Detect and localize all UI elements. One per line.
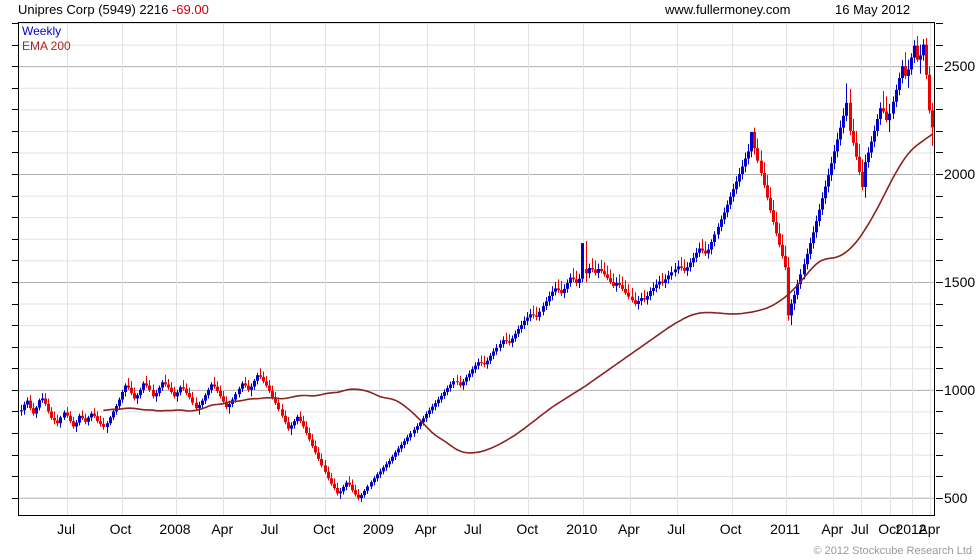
y-axis-tick (936, 174, 943, 176)
y-axis-tick (936, 109, 943, 111)
y-axis-tick (12, 497, 18, 499)
y-axis-tick (936, 195, 943, 197)
x-axis-label: Apr (618, 521, 640, 537)
y-axis-tick (936, 260, 943, 262)
y-axis-label: 1000 (944, 381, 976, 398)
y-axis-tick (12, 476, 18, 478)
y-axis-tick (936, 346, 943, 348)
y-axis-tick (936, 497, 943, 499)
y-axis-tick (936, 476, 943, 478)
y-axis-tick (936, 303, 943, 305)
y-axis-tick (12, 66, 18, 68)
x-axis-label: 2011 (770, 521, 801, 537)
y-axis-tick (12, 152, 18, 154)
y-axis-tick (12, 303, 18, 305)
chart-title: Unipres Corp (5949) 2216 -69.00 (18, 2, 209, 17)
y-axis-tick (12, 346, 18, 348)
y-axis-tick (12, 260, 18, 262)
y-axis-tick (12, 433, 18, 434)
x-axis-label: Apr (918, 521, 941, 537)
x-axis-label: 2012 (895, 521, 927, 537)
y-axis-label: 2500 (944, 58, 976, 75)
y-axis-tick (12, 281, 18, 283)
y-axis-tick (12, 454, 18, 456)
y-axis-tick (12, 44, 18, 46)
legend-overlay-ema200: EMA 200 (22, 39, 71, 53)
x-axis-label: Oct (312, 521, 335, 537)
x-axis-label: Apr (414, 521, 437, 537)
copyright-notice: © 2012 Stockcube Research Ltd (813, 545, 972, 557)
y-axis-tick (936, 130, 943, 132)
y-axis-tick (12, 389, 18, 391)
y-axis-tick (936, 433, 943, 434)
y-axis-tick (936, 152, 943, 154)
x-axis-label: 2009 (362, 521, 394, 537)
x-axis-label: Oct (719, 521, 742, 537)
chart-date: 16 May 2012 (835, 2, 911, 17)
y-axis-tick (12, 130, 18, 132)
y-axis-tick (12, 238, 18, 240)
y-axis-tick (12, 325, 18, 327)
y-axis-tick (936, 87, 943, 89)
x-axis-label: 2010 (566, 521, 598, 537)
y-axis-tick (936, 325, 943, 327)
y-axis-label: 500 (944, 489, 968, 506)
site-url: www.fullermoney.com (665, 2, 791, 17)
y-axis-tick (12, 87, 18, 89)
y-axis-tick (12, 109, 18, 111)
price-change: -69.00 (171, 2, 209, 17)
instrument-title: Unipres Corp (5949) 2216 (18, 2, 169, 17)
x-axis-label: Apr (211, 521, 234, 537)
y-axis-tick (936, 66, 943, 68)
x-axis-label: Jul (463, 521, 482, 537)
y-axis-tick (936, 281, 943, 283)
y-axis-tick (936, 23, 943, 24)
y-axis-tick (12, 174, 18, 176)
y-axis-tick (936, 44, 943, 46)
y-axis-tick (12, 217, 18, 219)
chart-plot-area: Weekly EMA 200 (18, 22, 935, 516)
x-axis-label: Jul (57, 521, 76, 537)
x-axis-label: Oct (109, 521, 132, 537)
y-axis-tick (936, 411, 943, 413)
y-axis-tick (12, 195, 18, 197)
y-axis-tick (936, 389, 943, 391)
x-axis-label: Oct (516, 521, 539, 537)
y-axis-tick (936, 238, 943, 240)
y-axis-tick (12, 23, 18, 24)
x-axis-label: 2008 (159, 521, 191, 537)
y-axis-label: 2000 (944, 166, 976, 183)
candlestick-series (20, 35, 934, 503)
y-axis-tick (936, 217, 943, 219)
legend-series-weekly: Weekly (22, 24, 62, 38)
x-axis-label: Oct (878, 521, 900, 537)
x-axis-label: Jul (850, 521, 869, 537)
y-axis-tick (12, 411, 18, 413)
y-axis-tick (12, 368, 18, 370)
y-axis-tick (936, 368, 943, 370)
x-axis-label: Apr (821, 521, 844, 537)
x-axis-label: Jul (260, 521, 279, 537)
x-axis-label: Jul (667, 521, 686, 537)
y-axis-tick (936, 454, 943, 456)
y-axis-label: 1500 (944, 273, 976, 290)
